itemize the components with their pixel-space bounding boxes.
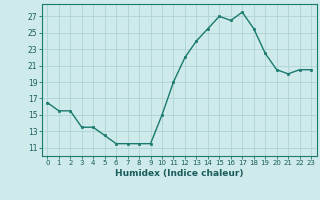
X-axis label: Humidex (Indice chaleur): Humidex (Indice chaleur) [115, 169, 244, 178]
